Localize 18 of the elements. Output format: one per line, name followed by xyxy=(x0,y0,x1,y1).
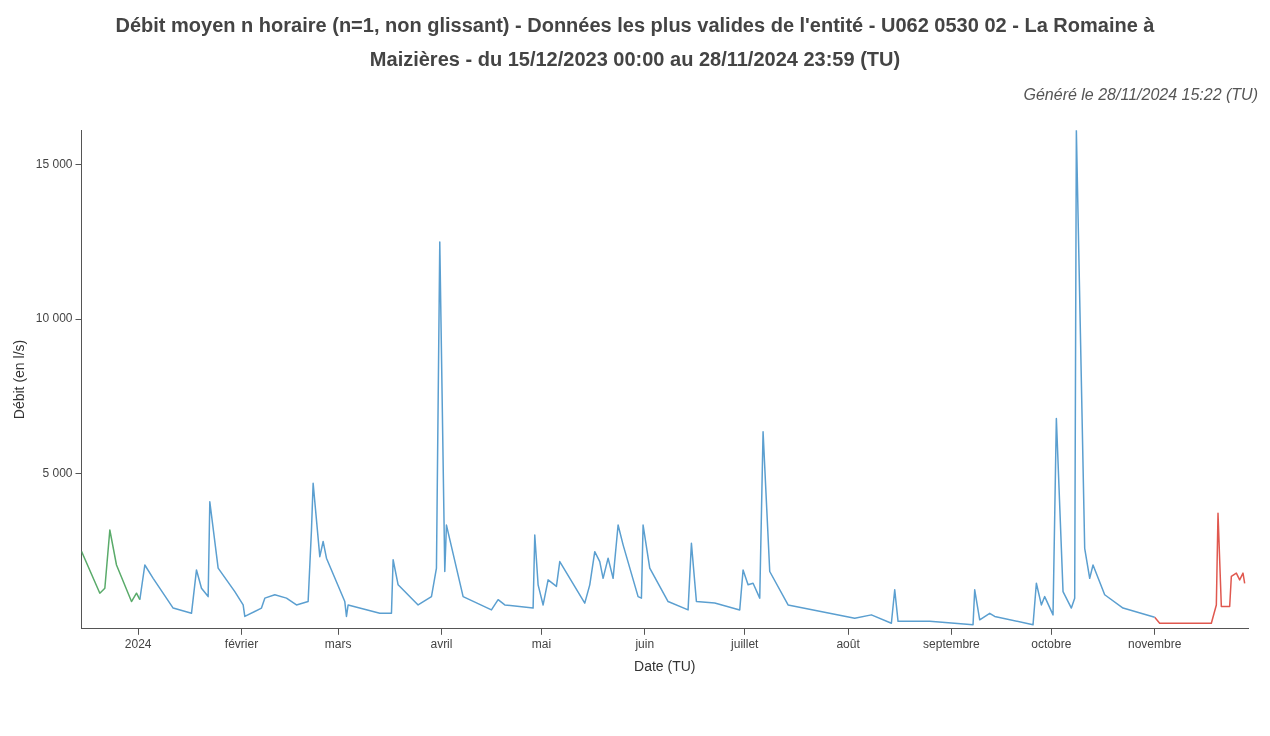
x-tick-label: novembre xyxy=(1127,637,1182,652)
x-tick-label: juin xyxy=(634,637,655,652)
chart-title: Débit moyen n horaire (n=1, non glissant) - Données les plus valides de l'entité - U062 0530 02 - La Romaine à Maizières - du 15/12/2023 00:00 au 28/11/2024 23:59 (TU) xyxy=(114,13,1156,72)
x-tick-label: août xyxy=(836,637,861,652)
x-tick-label: octobre xyxy=(1031,637,1072,652)
chart-subtitle: Généré le 28/11/2024 15:22 (TU) xyxy=(1022,86,1258,104)
x-tick-label: juillet xyxy=(730,637,760,652)
x-tick-label: mars xyxy=(324,637,352,652)
x-tick-label: février xyxy=(224,637,259,652)
y-axis-title: Débit (en l/s) xyxy=(11,339,28,420)
y-tick-label: 10 000 xyxy=(35,311,73,326)
x-tick-label: 2024 xyxy=(124,637,152,652)
x-tick-label: septembre xyxy=(923,637,981,652)
x-tick-label: avril xyxy=(430,637,453,652)
x-axis-title: Date (TU) xyxy=(634,658,696,675)
y-tick-label: 5 000 xyxy=(42,466,73,481)
y-tick-label: 15 000 xyxy=(35,156,73,171)
x-tick-label: mai xyxy=(531,637,552,652)
